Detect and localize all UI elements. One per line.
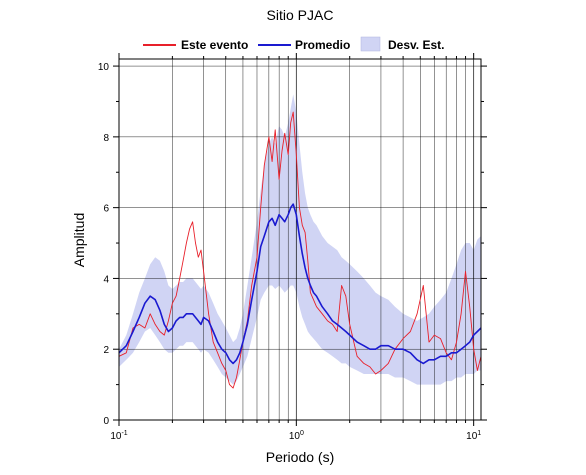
legend-swatch-desv-est xyxy=(360,36,381,52)
series-line-este-evento xyxy=(118,111,482,389)
y-tick-label: 4 xyxy=(103,274,109,285)
legend-label-promedio: Promedio xyxy=(295,38,350,52)
plot-area: 0 2 4 6 8 10 10-1 100 101 xyxy=(98,53,487,442)
x-axis-label: Periodo (s) xyxy=(266,449,334,465)
legend-label-este-evento: Este evento xyxy=(181,38,248,52)
legend: Este evento Promedio Desv. Est. xyxy=(143,36,444,52)
y-tick-label: 0 xyxy=(103,416,109,427)
y-tick-label: 10 xyxy=(98,62,110,73)
plot-frame xyxy=(118,58,482,421)
y-tick-label: 2 xyxy=(103,345,109,356)
legend-label-desv-est: Desv. Est. xyxy=(388,38,444,52)
x-tick-label: 100 xyxy=(289,430,304,442)
chart-title: Sitio PJAC xyxy=(267,7,334,23)
x-tick-label: 10-1 xyxy=(110,430,127,442)
y-tick-label: 6 xyxy=(103,204,109,215)
y-tick-label: 8 xyxy=(103,133,109,144)
x-tick-label: 101 xyxy=(466,430,481,442)
y-axis-label: Amplitud xyxy=(71,213,87,267)
series-line-promedio xyxy=(118,203,482,365)
